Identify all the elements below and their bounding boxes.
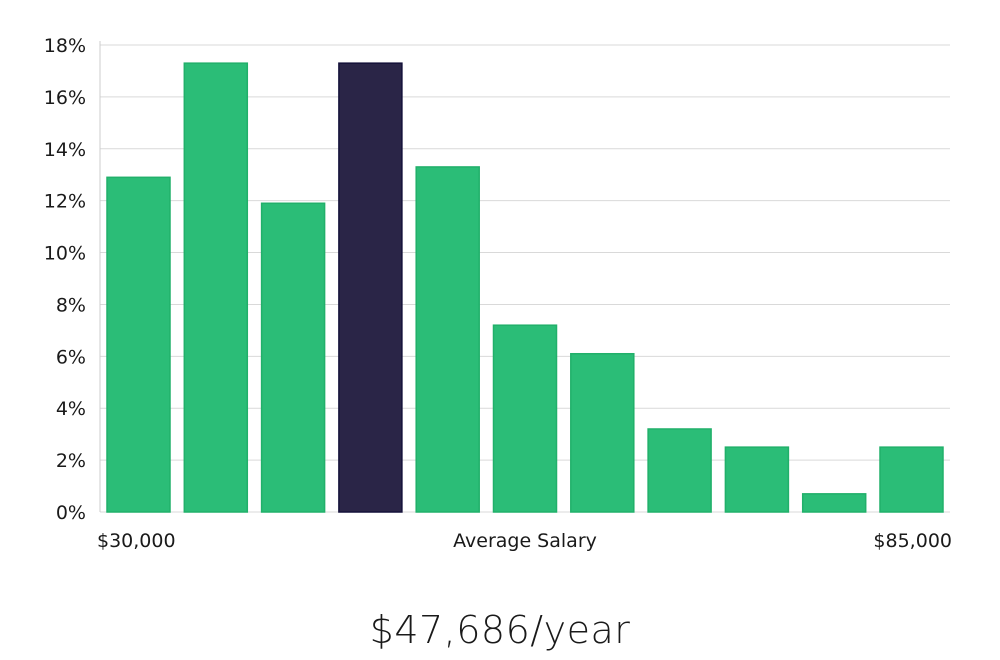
y-tick-label: 16% [44,87,86,109]
bar [106,176,171,513]
y-axis-ticks: 0% 2% 4% 6% 8% 10% 12% 14% 16% 18% [44,35,86,524]
y-tick-label: 0% [56,502,86,524]
average-salary: $47,686/year [369,608,631,652]
y-tick-label: 4% [56,398,86,420]
bar [183,62,249,513]
bar [570,352,635,513]
bar [879,446,944,513]
bar [724,446,790,513]
y-tick-label: 6% [56,346,86,368]
y-tick-label: 12% [44,191,86,213]
x-max-label: $85,000 [873,530,952,552]
x-min-label: $30,000 [97,530,176,552]
bar [492,324,558,513]
salary-histogram: 0% 2% 4% 6% 8% 10% 12% 14% 16% 18% $30,000 Averag… [44,35,952,552]
bars [106,62,944,513]
y-tick-label: 18% [44,35,86,57]
x-axis-title: Average Salary [453,530,597,552]
bar [647,428,712,513]
y-tick-label: 10% [44,243,86,265]
bar [801,493,867,513]
bar [415,166,480,513]
y-tick-label: 2% [56,450,86,472]
y-tick-label: 8% [56,294,86,316]
bar-highlighted [338,62,403,513]
bar [260,202,326,513]
y-tick-label: 14% [44,139,86,161]
